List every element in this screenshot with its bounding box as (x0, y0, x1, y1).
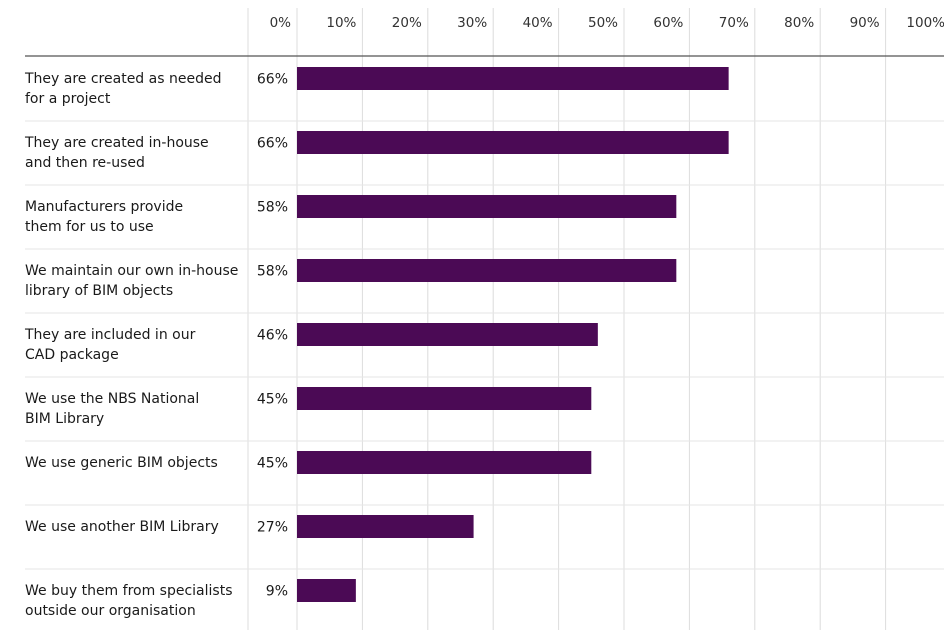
category-label: We maintain our own in-house library of B… (25, 263, 238, 299)
category-label: They are created in-house and then re-use… (24, 135, 209, 171)
bar (297, 323, 598, 346)
bar (297, 259, 677, 282)
x-tick-label: 30% (457, 15, 487, 31)
category-label: Manufacturers provide them for us to use (25, 199, 183, 235)
value-label: 66% (257, 136, 288, 152)
value-label: 9% (266, 584, 288, 600)
value-label: 45% (257, 456, 288, 472)
category-label-line: Manufacturers provide (25, 199, 183, 215)
category-label-line: CAD package (25, 347, 119, 363)
bar (297, 451, 592, 474)
bar (297, 387, 592, 410)
x-tick-label: 70% (719, 15, 749, 31)
x-tick-label: 0% (270, 15, 292, 31)
bar (297, 67, 729, 90)
value-label: 46% (257, 328, 288, 344)
category-label-line: We use generic BIM objects (25, 455, 218, 471)
category-label-line: library of BIM objects (25, 283, 173, 299)
category-label-line: and then re-used (25, 155, 145, 171)
bar (297, 195, 677, 218)
bar (297, 131, 729, 154)
category-label-line: for a project (25, 91, 111, 107)
category-label: They are included in our CAD package (24, 327, 196, 363)
x-tick-label: 20% (392, 15, 422, 31)
value-label: 27% (257, 520, 288, 536)
x-tick-label: 90% (850, 15, 880, 31)
category-label-line: We use another BIM Library (25, 519, 219, 535)
bar (297, 579, 356, 602)
x-tick-label: 80% (784, 15, 814, 31)
category-label-line: We buy them from specialists (25, 583, 233, 599)
value-label: 45% (257, 392, 288, 408)
value-label: 58% (257, 200, 288, 216)
value-label: 58% (257, 264, 288, 280)
category-label-line: them for us to use (25, 219, 154, 235)
category-label: We use generic BIM objects (25, 455, 218, 471)
x-tick-label: 100% (906, 15, 944, 31)
category-label-line: We maintain our own in-house (25, 263, 238, 279)
value-label: 66% (257, 72, 288, 88)
category-label-line: They are created in-house (24, 135, 209, 151)
category-label-line: outside our organisation (25, 603, 196, 619)
x-tick-label: 50% (588, 15, 618, 31)
category-label-line: They are created as needed (24, 71, 221, 87)
x-tick-label: 60% (653, 15, 683, 31)
category-label: We use another BIM Library (25, 519, 219, 535)
category-label-line: They are included in our (24, 327, 196, 343)
category-label-line: We use the NBS National (25, 391, 199, 407)
category-label-line: BIM Library (25, 411, 104, 427)
bar (297, 515, 474, 538)
x-tick-label: 10% (326, 15, 356, 31)
category-label: They are created as needed for a project (24, 71, 221, 107)
category-label: We use the NBS National BIM Library (25, 391, 199, 427)
x-tick-label: 40% (523, 15, 553, 31)
category-label: We buy them from specialists outside our … (25, 583, 233, 619)
